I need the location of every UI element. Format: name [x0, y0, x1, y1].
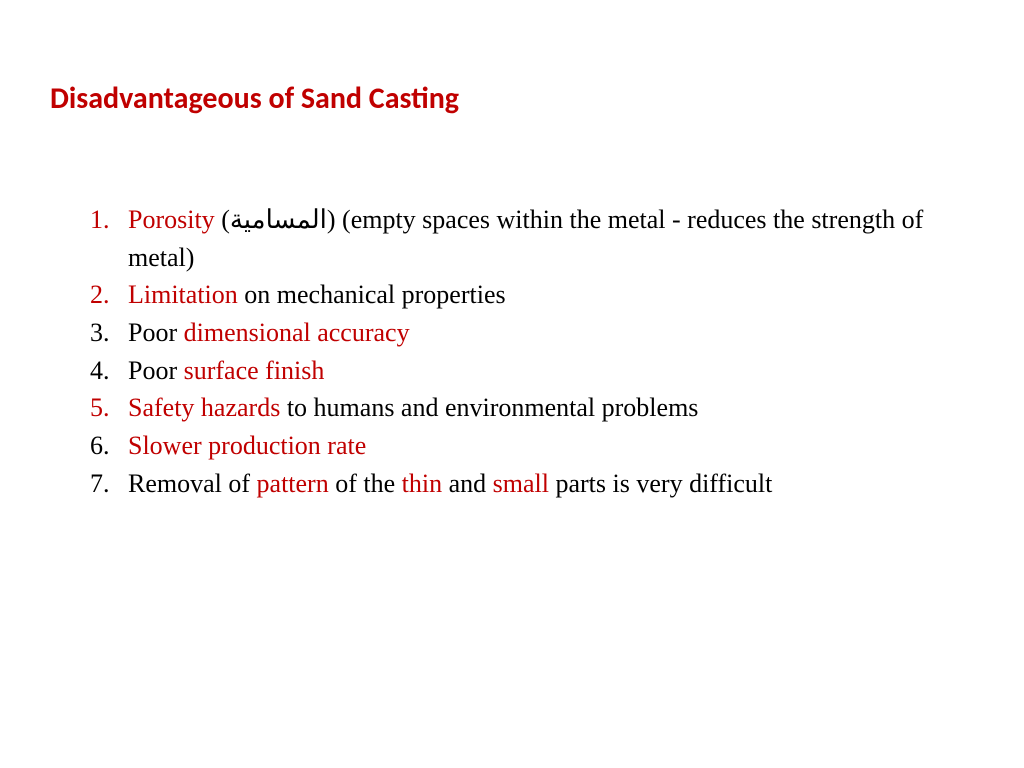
text-segment: small: [493, 469, 556, 498]
text-segment: of the: [335, 469, 401, 498]
text-segment: surface finish: [184, 356, 325, 385]
text-segment: Removal of: [128, 469, 257, 498]
slide-title: Disadvantageous of Sand Casting: [50, 80, 974, 117]
text-segment: Slower production rate: [128, 431, 366, 460]
list-item: Safety hazards to humans and environment…: [90, 389, 974, 427]
text-segment: Poor: [128, 318, 184, 347]
list-item: Poor surface finish: [90, 352, 974, 390]
text-segment: to humans and environmental problems: [287, 393, 699, 422]
text-segment: pattern: [257, 469, 336, 498]
text-segment: and: [449, 469, 493, 498]
text-segment: Safety hazards: [128, 393, 287, 422]
list-item: Limitation on mechanical properties: [90, 276, 974, 314]
text-segment: dimensional accuracy: [184, 318, 410, 347]
text-segment: on mechanical properties: [244, 280, 505, 309]
list-item: Porosity (المسامية) (empty spaces within…: [90, 201, 974, 276]
list-item: Removal of pattern of the thin and small…: [90, 465, 974, 503]
text-segment: parts is very difficult: [555, 469, 772, 498]
disadvantages-list: Porosity (المسامية) (empty spaces within…: [50, 201, 974, 503]
text-segment: thin: [402, 469, 449, 498]
list-item: Poor dimensional accuracy: [90, 314, 974, 352]
text-segment: Porosity: [128, 205, 221, 234]
text-segment: Limitation: [128, 280, 244, 309]
text-segment: Poor: [128, 356, 184, 385]
list-item: Slower production rate: [90, 427, 974, 465]
text-segment: (المسامية) (empty spaces within the meta…: [128, 205, 923, 272]
